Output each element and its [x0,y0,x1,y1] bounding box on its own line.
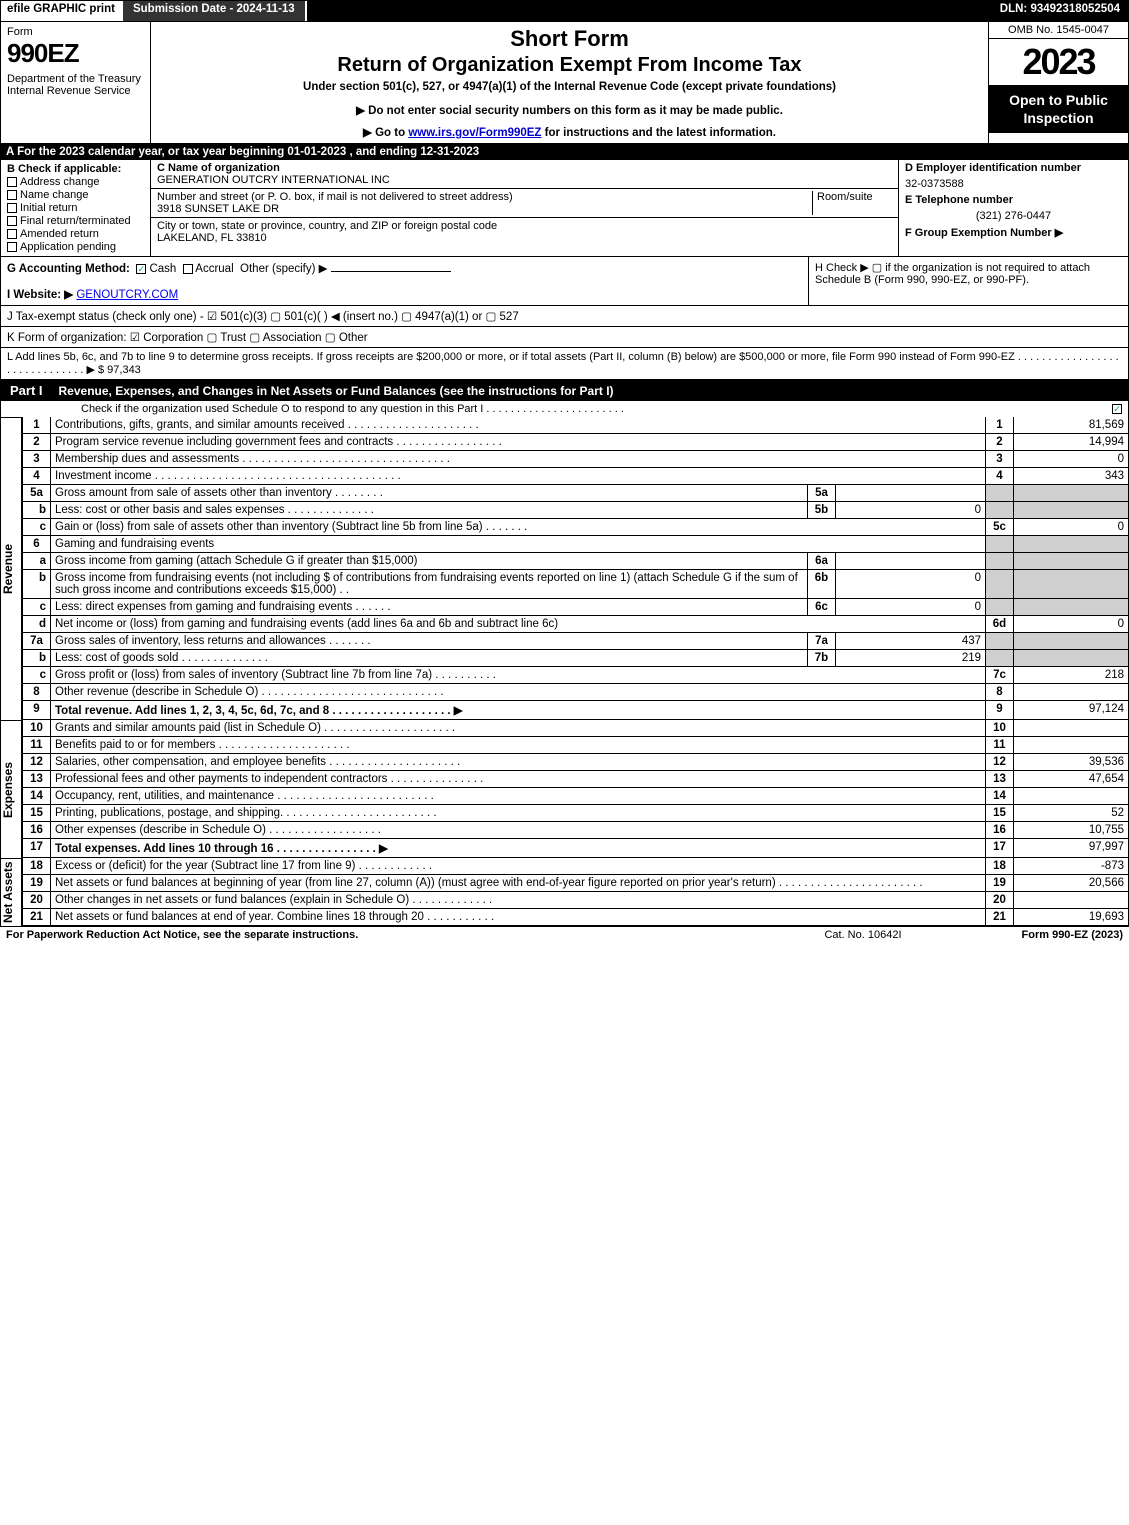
tax-exempt-status: J Tax-exempt status (check only one) - ☑… [0,306,1129,327]
chk-app-pending[interactable]: Application pending [7,241,144,253]
title-short-form: Short Form [157,26,982,52]
ein-value: 32-0373588 [899,176,1128,192]
phone-value: (321) 276-0447 [899,208,1128,224]
street-label: Number and street (or P. O. box, if mail… [157,191,513,203]
topbar: efile GRAPHIC print Submission Date - 20… [0,0,1129,22]
efile-label[interactable]: efile GRAPHIC print [1,1,121,21]
dln: DLN: 93492318052504 [992,1,1128,21]
footer-form: Form 990-EZ (2023) [1022,929,1123,941]
omb-number: OMB No. 1545-0047 [989,22,1128,39]
phone-label: E Telephone number [905,194,1013,206]
org-name: GENERATION OUTCRY INTERNATIONAL INC [157,174,390,186]
sidebar-revenue: Revenue [0,417,22,720]
chk-amended[interactable]: Amended return [7,228,144,240]
street-value: 3918 SUNSET LAKE DR [157,203,279,215]
city-value: LAKELAND, FL 33810 [157,232,267,244]
chk-address-change[interactable]: Address change [7,176,144,188]
part1-number: Part I [0,380,53,401]
note-ssn: ▶ Do not enter social security numbers o… [157,103,982,117]
footer-paperwork: For Paperwork Reduction Act Notice, see … [6,929,824,941]
submission-date: Submission Date - 2024-11-13 [121,1,307,21]
org-name-label: C Name of organization [157,162,280,174]
room-label: Room/suite [817,191,873,203]
chk-final-return[interactable]: Final return/terminated [7,215,144,227]
accounting-method: G Accounting Method: ✓ Cash Accrual Othe… [1,257,808,305]
open-to-public: Open to Public Inspection [989,85,1128,133]
tax-year: 2023 [989,39,1128,85]
net-assets-table: 18Excess or (deficit) for the year (Subt… [22,858,1129,926]
irs-link[interactable]: www.irs.gov/Form990EZ [408,127,541,139]
group-exemption-label: F Group Exemption Number ▶ [905,227,1063,239]
form-word: Form [7,26,144,38]
subtitle: Under section 501(c), 527, or 4947(a)(1)… [157,81,982,93]
part1-title: Revenue, Expenses, and Changes in Net As… [53,381,1129,401]
part1-schedule-o-check[interactable]: ✓ [1112,403,1122,415]
department: Department of the Treasury Internal Reve… [7,73,144,97]
gross-receipts: L Add lines 5b, 6c, and 7b to line 9 to … [0,348,1129,380]
expenses-table: 10Grants and similar amounts paid (list … [22,720,1129,858]
form-header: Form 990EZ Department of the Treasury In… [0,22,1129,144]
form-code: 990EZ [7,38,144,69]
sidebar-net-assets: Net Assets [0,858,22,926]
chk-accrual[interactable] [183,264,193,274]
chk-initial-return[interactable]: Initial return [7,202,144,214]
section-def: D Employer identification number 32-0373… [898,160,1128,256]
note-goto: ▶ Go to www.irs.gov/Form990EZ for instru… [157,125,982,139]
footer: For Paperwork Reduction Act Notice, see … [0,926,1129,943]
row-gh: G Accounting Method: ✓ Cash Accrual Othe… [0,257,1129,306]
footer-catno: Cat. No. 10642I [824,929,901,941]
website-label: I Website: ▶ [7,289,73,301]
section-c: C Name of organization GENERATION OUTCRY… [151,160,898,256]
part1-header: Part I Revenue, Expenses, and Changes in… [0,380,1129,401]
chk-name-change[interactable]: Name change [7,189,144,201]
section-a-period: A For the 2023 calendar year, or tax yea… [0,144,1129,160]
title-return: Return of Organization Exempt From Incom… [157,54,982,77]
revenue-table: 1Contributions, gifts, grants, and simil… [22,417,1129,720]
ein-label: D Employer identification number [905,162,1081,174]
schedule-b-check: H Check ▶ ▢ if the organization is not r… [808,257,1128,305]
website-link[interactable]: GENOUTCRY.COM [76,289,178,301]
gross-receipts-amount: 97,343 [107,364,141,376]
sidebar-expenses: Expenses [0,720,22,858]
city-label: City or town, state or province, country… [157,220,497,232]
form-of-organization: K Form of organization: ☑ Corporation ▢ … [0,327,1129,348]
block-bcdef: B Check if applicable: Address change Na… [0,160,1129,257]
chk-cash[interactable]: ✓ [136,264,146,274]
part1-subline: Check if the organization used Schedule … [0,401,1129,417]
section-b: B Check if applicable: Address change Na… [1,160,151,256]
section-b-header: B Check if applicable: [7,163,144,175]
